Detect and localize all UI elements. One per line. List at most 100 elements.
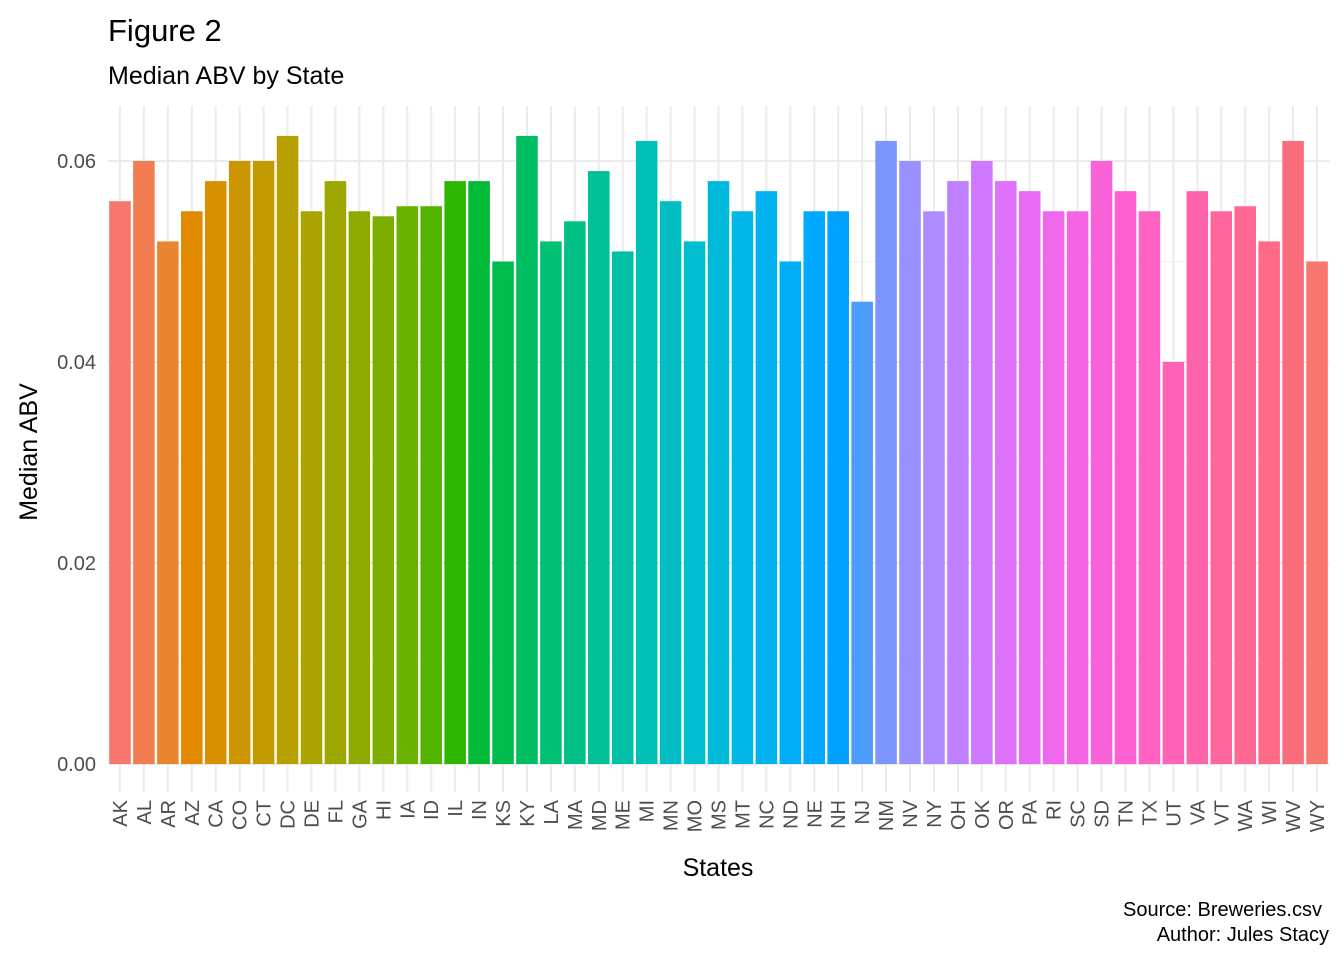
- bar-mt: [731, 211, 754, 764]
- bar-ga: [348, 211, 371, 764]
- bar-me: [611, 251, 634, 764]
- x-tick-label: AR: [158, 800, 180, 828]
- bar-mi: [635, 140, 658, 764]
- x-tick-label: NM: [876, 800, 898, 831]
- x-tick-label: OR: [996, 800, 1018, 830]
- x-tick-label: VT: [1211, 800, 1233, 826]
- x-tick-label: MD: [589, 800, 611, 831]
- bar-ak: [109, 201, 131, 764]
- x-tick-label: KS: [493, 800, 515, 827]
- x-tick-label: MT: [732, 800, 754, 829]
- bar-wa: [1234, 206, 1256, 765]
- x-tick-label: SD: [1092, 800, 1114, 828]
- bar-ri: [1042, 211, 1065, 764]
- x-tick-label: FL: [325, 800, 347, 823]
- bar-nm: [875, 140, 897, 764]
- x-tick-label: SC: [1068, 800, 1090, 828]
- x-tick-label: KY: [517, 800, 539, 827]
- x-tick-label: DE: [302, 800, 324, 828]
- x-tick-label: UT: [1163, 800, 1185, 827]
- bars: [109, 135, 1328, 765]
- x-tick-label: TN: [1116, 800, 1138, 827]
- bar-nv: [899, 161, 921, 764]
- y-tick-label: 0.02: [57, 553, 96, 575]
- x-tick-label: VA: [1187, 799, 1209, 825]
- bar-ms: [707, 181, 730, 765]
- y-tick-label: 0.00: [57, 754, 96, 776]
- x-tick-label: IN: [469, 800, 491, 820]
- y-axis-ticks: 0.00 0.02 0.04 0.06: [57, 151, 96, 776]
- x-tick-label: GA: [349, 799, 371, 829]
- x-tick-label: NC: [756, 800, 778, 829]
- y-tick-label: 0.06: [57, 151, 96, 173]
- bar-ut: [1162, 362, 1185, 764]
- x-tick-label: NJ: [852, 800, 874, 824]
- bar-tn: [1114, 191, 1137, 764]
- x-tick-label: NE: [804, 800, 826, 828]
- x-tick-label: IL: [445, 800, 467, 817]
- x-tick-label: AK: [110, 799, 132, 826]
- x-tick-label: OH: [948, 800, 970, 830]
- x-tick-label: WV: [1283, 799, 1305, 832]
- bar-tx: [1138, 211, 1161, 764]
- bar-az: [181, 211, 203, 764]
- bar-nh: [827, 211, 849, 764]
- bar-id: [420, 206, 442, 765]
- chart-subtitle: Median ABV by State: [108, 62, 344, 90]
- bar-mo: [683, 241, 706, 764]
- bar-ct: [252, 161, 275, 764]
- x-tick-label: DC: [278, 800, 300, 829]
- caption-source: Source: Breweries.csv: [1123, 899, 1322, 921]
- x-tick-label: CO: [230, 800, 252, 830]
- bar-ca: [204, 181, 227, 765]
- caption-author: Author: Jules Stacy: [1157, 924, 1329, 946]
- bar-nj: [851, 301, 873, 764]
- bar-vt: [1210, 211, 1233, 764]
- bar-fl: [324, 181, 347, 765]
- bar-ok: [971, 161, 993, 764]
- x-tick-label: NY: [924, 800, 946, 828]
- bar-il: [444, 181, 466, 765]
- x-tick-label: CA: [206, 799, 228, 827]
- bar-md: [588, 171, 610, 765]
- bar-sc: [1066, 211, 1089, 764]
- bar-nd: [779, 261, 802, 764]
- x-tick-label: ND: [780, 800, 802, 829]
- bar-va: [1186, 191, 1209, 764]
- bar-co: [228, 161, 251, 764]
- x-tick-label: CT: [254, 800, 276, 827]
- x-tick-label: ID: [421, 800, 443, 820]
- x-axis-ticks: AK AL AR AZ CA CO CT DC DE FL GA HI IA ID IL IN KS KY LA MA…: [110, 799, 1329, 832]
- x-tick-label: NV: [900, 799, 922, 827]
- bar-ma: [564, 221, 586, 765]
- bar-ny: [923, 211, 945, 764]
- bar-ne: [803, 211, 826, 764]
- bar-wi: [1258, 241, 1280, 764]
- x-tick-label: MS: [709, 800, 731, 830]
- bar-wy: [1306, 261, 1328, 764]
- bar-ks: [492, 261, 514, 764]
- x-tick-label: WI: [1259, 800, 1281, 824]
- x-tick-label: WA: [1235, 799, 1257, 831]
- bar-ar: [157, 241, 179, 764]
- bar-or: [995, 181, 1017, 765]
- x-tick-label: TX: [1139, 800, 1161, 826]
- x-tick-label: MO: [685, 800, 707, 832]
- bar-oh: [947, 181, 969, 765]
- x-tick-label: WY: [1307, 800, 1329, 832]
- y-tick-label: 0.04: [57, 352, 96, 374]
- bar-pa: [1018, 191, 1041, 764]
- x-tick-label: HI: [373, 800, 395, 820]
- x-tick-label: AZ: [182, 800, 204, 826]
- x-tick-label: PA: [1020, 799, 1042, 825]
- bar-la: [540, 241, 562, 764]
- bar-ky: [516, 135, 538, 764]
- x-tick-label: OK: [972, 799, 994, 829]
- x-tick-label: MN: [661, 800, 683, 831]
- x-tick-label: MI: [637, 800, 659, 822]
- bar-hi: [372, 216, 395, 764]
- x-axis-title: States: [683, 854, 754, 882]
- bar-ia: [396, 206, 419, 765]
- bar-mn: [659, 201, 682, 764]
- chart-title: Figure 2: [108, 13, 222, 48]
